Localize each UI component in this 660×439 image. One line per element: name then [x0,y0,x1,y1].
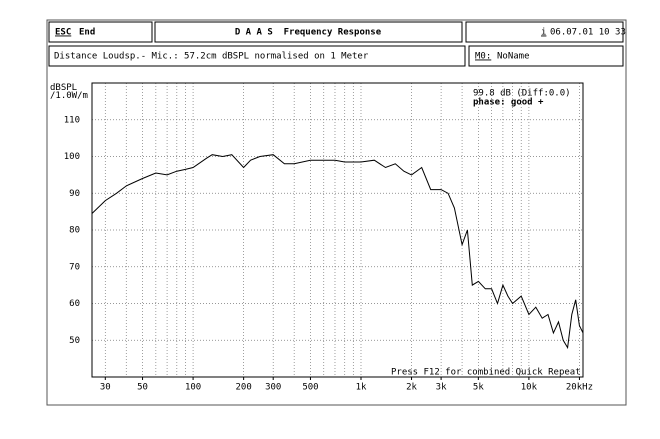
date-box [465,21,624,43]
window-frame [46,19,627,406]
x-tick-label: 5k [473,383,484,393]
x-tick-label: 10k [521,383,538,393]
x-tick-label: 3k [436,383,447,393]
y-tick-label: 110 [64,115,80,125]
y-axis-label: dBSPL/1.0W/m [50,83,88,101]
x-tick-label: 500 [302,383,318,393]
x-tick-label: 100 [185,383,201,393]
title-box [154,21,463,43]
y-tick-label: 100 [64,152,80,162]
y-tick-label: 60 [69,299,80,309]
annotation: phase: good + [473,98,544,108]
x-tick-label: 50 [137,383,148,393]
x-tick-label: 30 [100,383,111,393]
esc-key[interactable]: ESC [55,28,71,38]
y-tick-label: 70 [69,262,80,272]
plot: 50 60 70 80 90 100 110 30 50 100 200 300 500 1k 2k 3k 5k… [50,82,593,393]
annotation: 99.8 dB (Diff:0.0) [473,89,571,99]
memory-name: NoName [497,52,530,62]
y-tick-label: 80 [69,226,80,236]
esc-box[interactable] [48,21,153,43]
x-tick-label: 2k [406,383,417,393]
annotation: Press F12 for combined Quick Repeat [391,368,581,378]
description: Distance Loudsp.- Mic.: 57.2cm dBSPL nor… [54,52,369,62]
description-box [48,45,466,67]
x-tick-label: 20kHz [566,383,593,393]
y-tick-label: 90 [69,189,80,199]
info-key: i [541,28,546,38]
memory-box [468,45,624,67]
memory-key: M0: [475,52,491,62]
plot-border [91,82,584,378]
response-curve [91,154,584,350]
title: D A A S Frequency Response [235,28,382,38]
datetime: 06.07.01 10 33 [550,28,626,38]
y-tick-label: 50 [69,336,80,346]
x-tick-label: 300 [265,383,281,393]
x-tick-label: 1k [356,383,367,393]
x-tick-label: 200 [236,383,252,393]
esc-label[interactable]: End [79,28,95,38]
